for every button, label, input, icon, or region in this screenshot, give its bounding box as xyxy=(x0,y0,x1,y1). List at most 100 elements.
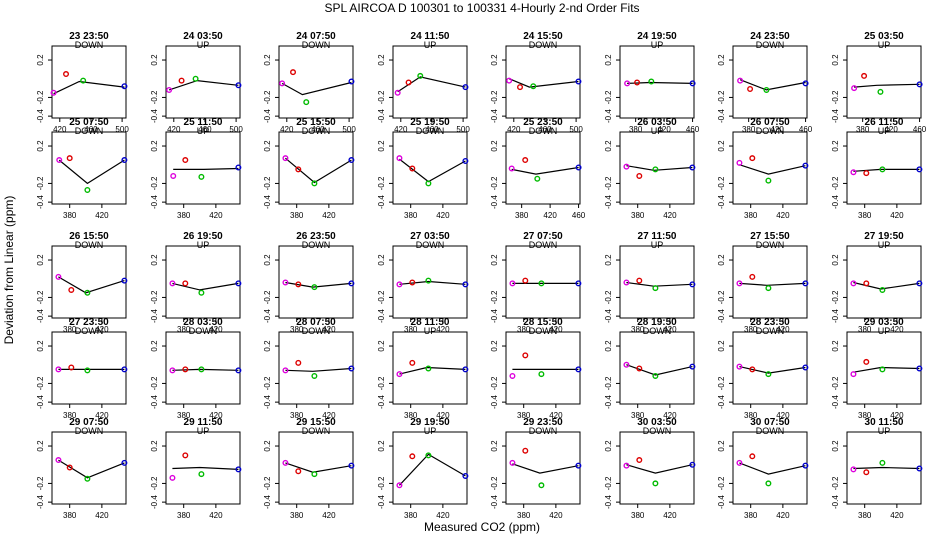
data-point xyxy=(235,466,242,473)
y-tick-label: 0.2 xyxy=(377,440,386,452)
panel-direction: DOWN xyxy=(302,126,331,136)
x-tick-label: 380 xyxy=(515,211,529,220)
y-tick-label: -0.4 xyxy=(150,395,159,409)
y-tick-label: -0.4 xyxy=(377,309,386,323)
y-tick-label: -0.4 xyxy=(150,109,159,123)
data-point xyxy=(517,84,524,91)
fit-line xyxy=(172,466,239,470)
panel-frame xyxy=(392,431,468,505)
y-tick-label: 0.2 xyxy=(377,140,386,152)
data-point xyxy=(575,462,582,469)
x-tick-label: 420 xyxy=(663,211,677,220)
fit-line xyxy=(853,366,920,373)
x-tick-label: 420 xyxy=(663,411,677,420)
data-point xyxy=(235,280,242,287)
fit-line xyxy=(739,282,806,286)
panel-label: 30 03:50 xyxy=(637,417,677,428)
y-tick-label: -0.4 xyxy=(717,195,726,209)
x-tick-label: 380 xyxy=(177,211,191,220)
fit-line xyxy=(512,463,579,474)
data-point xyxy=(509,459,516,466)
data-point xyxy=(916,166,923,173)
data-point xyxy=(417,72,424,79)
y-tick-label: 0.2 xyxy=(717,254,726,266)
x-tick-label: 380 xyxy=(856,125,870,134)
x-tick-label: 380 xyxy=(63,411,77,420)
data-point xyxy=(295,468,302,475)
panel-label: 25 19:50 xyxy=(410,117,450,128)
y-tick-label: -0.4 xyxy=(490,195,499,209)
data-point xyxy=(462,84,469,91)
data-point xyxy=(624,80,631,87)
panel-label: 23 23:50 xyxy=(69,31,109,42)
panel-direction: DOWN xyxy=(756,240,785,250)
y-tick-label: -0.2 xyxy=(831,290,840,304)
y-tick-label: 0.2 xyxy=(263,440,272,452)
x-tick-label: 420 xyxy=(776,511,790,520)
data-point xyxy=(68,286,75,293)
panel-label: 26 19:50 xyxy=(183,231,223,242)
panel-frame xyxy=(505,331,581,405)
y-tick-label: -0.2 xyxy=(490,90,499,104)
fit-line xyxy=(739,462,806,475)
y-tick-label: -0.4 xyxy=(717,109,726,123)
data-point xyxy=(652,480,659,487)
data-point xyxy=(879,459,886,466)
panel-direction: DOWN xyxy=(75,40,104,50)
y-tick-label: -0.4 xyxy=(604,195,613,209)
panel-frame xyxy=(278,131,354,205)
fit-line xyxy=(626,165,693,171)
fit-line xyxy=(739,366,806,374)
data-point xyxy=(877,88,884,95)
x-tick-label: 500 xyxy=(342,125,356,134)
x-tick-label: 460 xyxy=(799,125,813,134)
x-tick-label: 380 xyxy=(290,325,304,334)
y-tick-label: -0.2 xyxy=(263,376,272,390)
data-point xyxy=(736,280,743,287)
y-tick-label: -0.4 xyxy=(604,495,613,509)
y-tick-label: 0.2 xyxy=(150,440,159,452)
data-point xyxy=(192,75,199,82)
x-tick-label: 420 xyxy=(549,511,563,520)
panel-direction: UP xyxy=(424,326,437,336)
data-point xyxy=(863,280,870,287)
y-tick-label: -0.4 xyxy=(831,195,840,209)
y-tick-label: -0.2 xyxy=(150,176,159,190)
x-axis-label: Measured CO2 (ppm) xyxy=(424,520,540,534)
panel-label: 27 15:50 xyxy=(750,231,790,242)
y-tick-label: -0.2 xyxy=(717,176,726,190)
data-point xyxy=(425,365,432,372)
panel-label: 26 15:50 xyxy=(69,231,109,242)
data-point xyxy=(689,363,696,370)
data-point xyxy=(736,459,743,466)
y-tick-label: -0.4 xyxy=(36,195,45,209)
x-tick-label: 380 xyxy=(631,325,645,334)
x-tick-label: 460 xyxy=(686,125,700,134)
y-tick-label: 0.2 xyxy=(36,340,45,352)
data-point xyxy=(178,77,185,84)
data-point xyxy=(802,162,809,169)
data-point xyxy=(121,277,128,284)
y-tick-label: -0.4 xyxy=(717,309,726,323)
x-tick-label: 420 xyxy=(209,211,223,220)
panel-direction: UP xyxy=(424,426,437,436)
x-tick-label: 500 xyxy=(115,125,129,134)
data-point xyxy=(623,361,630,368)
panel-direction: UP xyxy=(878,240,891,250)
x-tick-label: 500 xyxy=(229,125,243,134)
x-tick-label: 380 xyxy=(177,325,191,334)
y-tick-label: 0.2 xyxy=(604,140,613,152)
y-tick-label: -0.2 xyxy=(36,90,45,104)
panel-direction: DOWN xyxy=(529,40,558,50)
x-tick-label: 420 xyxy=(507,125,521,134)
x-tick-label: 420 xyxy=(436,511,450,520)
panel-frame xyxy=(165,45,241,119)
